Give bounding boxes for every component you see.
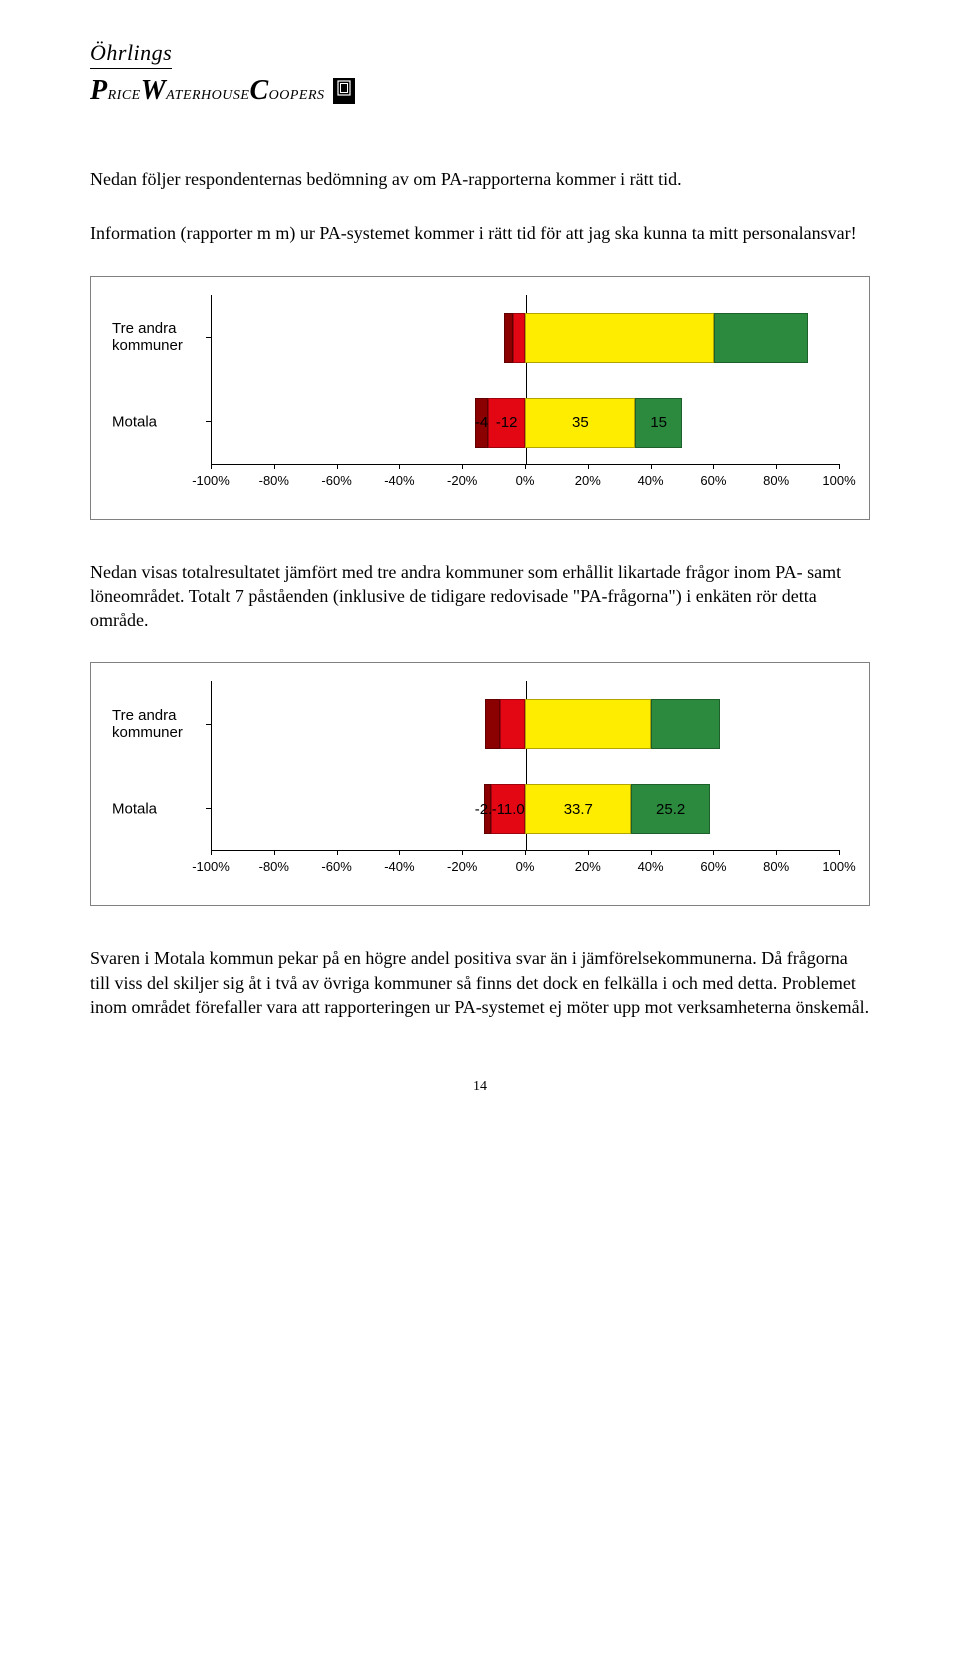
x-tick-label: 20% xyxy=(575,859,601,874)
plot-area: Tre andra kommunerMotala-4-123515 xyxy=(211,295,839,465)
x-tick-label: -40% xyxy=(384,859,414,874)
logo: Öhrlings PRICEWATERHOUSECOOPERS xyxy=(90,40,870,107)
bar-segment: 25.2 xyxy=(631,784,710,834)
bar-stack xyxy=(485,699,720,749)
bar-segment xyxy=(525,699,650,749)
plot-area: Tre andra kommunerMotala-2.1-11.033.725.… xyxy=(211,681,839,851)
bar-segment: 15 xyxy=(635,398,682,448)
row-label: Tre andra kommuner xyxy=(112,707,207,742)
bar-segment xyxy=(504,313,513,363)
page-number: 14 xyxy=(90,1079,870,1095)
bar-segment xyxy=(500,699,525,749)
bar-segment xyxy=(485,699,501,749)
chart-row: Motala-2.1-11.033.725.2 xyxy=(212,766,839,851)
x-tick-label: -100% xyxy=(192,859,230,874)
x-tick-label: 80% xyxy=(763,859,789,874)
bar-segment: -2.1 xyxy=(484,784,491,834)
x-tick-label: 0% xyxy=(516,859,535,874)
x-tick-label: -40% xyxy=(384,473,414,488)
paragraph-2: Information (rapporter m m) ur PA-system… xyxy=(90,221,870,245)
x-axis: -100%-80%-60%-40%-20%0%20%40%60%80%100% xyxy=(211,469,839,489)
x-tick-label: -60% xyxy=(321,859,351,874)
row-label: Motala xyxy=(112,413,207,430)
x-tick-label: -80% xyxy=(259,859,289,874)
x-tick-label: 60% xyxy=(700,473,726,488)
logo-box-icon xyxy=(333,78,355,104)
bar-segment xyxy=(513,313,526,363)
x-tick-label: 100% xyxy=(822,859,855,874)
x-tick-label: 100% xyxy=(822,473,855,488)
x-tick-label: -80% xyxy=(259,473,289,488)
row-label: Tre andra kommuner xyxy=(112,320,207,355)
bar-stack xyxy=(504,313,808,363)
bar-segment xyxy=(714,313,808,363)
bar-stack: -4-123515 xyxy=(475,398,682,448)
bar-stack: -2.1-11.033.725.2 xyxy=(484,784,710,834)
x-tick-label: 40% xyxy=(638,859,664,874)
x-tick-label: 20% xyxy=(575,473,601,488)
x-tick-label: 40% xyxy=(638,473,664,488)
paragraph-3: Nedan visas totalresultatet jämfört med … xyxy=(90,560,870,633)
chart-2: Tre andra kommunerMotala-2.1-11.033.725.… xyxy=(90,662,870,906)
bar-segment: -4 xyxy=(475,398,488,448)
x-tick-label: 0% xyxy=(516,473,535,488)
x-tick-label: -20% xyxy=(447,473,477,488)
x-tick-label: 80% xyxy=(763,473,789,488)
bar-segment: 33.7 xyxy=(525,784,631,834)
bar-segment xyxy=(651,699,720,749)
chart-row: Tre andra kommuner xyxy=(212,681,839,766)
x-tick-label: -60% xyxy=(321,473,351,488)
x-tick-label: -20% xyxy=(447,859,477,874)
chart-row: Tre andra kommuner xyxy=(212,295,839,380)
chart-1: Tre andra kommunerMotala-4-123515-100%-8… xyxy=(90,276,870,520)
bar-segment: 35 xyxy=(525,398,635,448)
row-label: Motala xyxy=(112,800,207,817)
x-tick-label: 60% xyxy=(700,859,726,874)
x-tick-label: -100% xyxy=(192,473,230,488)
paragraph-4: Svaren i Motala kommun pekar på en högre… xyxy=(90,946,870,1019)
bar-segment: -12 xyxy=(488,398,526,448)
paragraph-1: Nedan följer respondenternas bedömning a… xyxy=(90,167,870,191)
x-axis: -100%-80%-60%-40%-20%0%20%40%60%80%100% xyxy=(211,855,839,875)
logo-line2: PRICEWATERHOUSECOOPERS xyxy=(90,75,870,107)
logo-line1: Öhrlings xyxy=(90,40,172,69)
chart-row: Motala-4-123515 xyxy=(212,380,839,465)
bar-segment: -11.0 xyxy=(491,784,525,834)
bar-segment xyxy=(525,313,713,363)
